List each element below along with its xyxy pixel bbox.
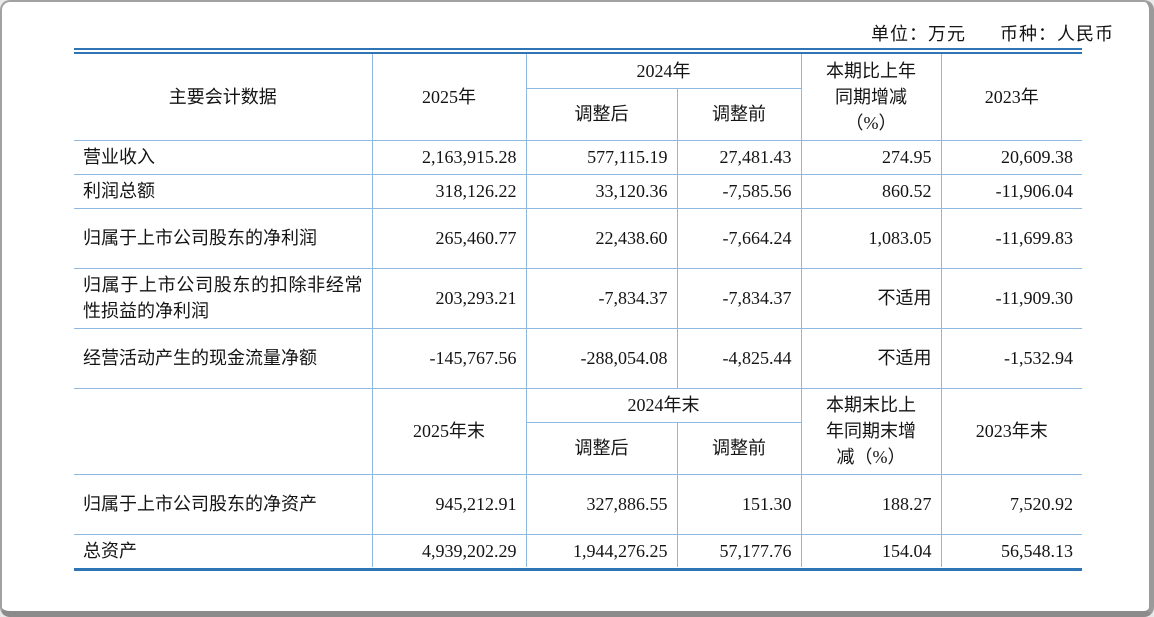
year-2024-group-header: 2024年	[525, 54, 802, 89]
value-cell: -7,834.37	[676, 267, 802, 329]
value-cell: 33,120.36	[525, 173, 678, 209]
value-cell: 265,460.77	[371, 207, 527, 269]
table-row: 营业收入 2,163,915.28 577,115.19 27,481.43 2…	[74, 139, 1082, 175]
value-cell: 7,520.92	[940, 473, 1082, 535]
key-accounting-data-table-wrap: 主要会计数据 2025年 2024年 本期比上年 同期增减 （%） 2023年 …	[74, 48, 1082, 571]
table-row: 总资产 4,939,202.29 1,944,276.25 57,177.76 …	[74, 533, 1082, 567]
value-cell: 203,293.21	[371, 267, 527, 329]
row-label-cell: 归属于上市公司股东的净资产	[74, 473, 373, 535]
table-row: 归属于上市公司股东的净利润 265,460.77 22,438.60 -7,66…	[74, 207, 1082, 269]
value-cell: -7,834.37	[525, 267, 678, 329]
value-cell: 327,886.55	[525, 473, 678, 535]
metric-column-header: 主要会计数据	[74, 54, 373, 141]
row-label-cell: 营业收入	[74, 139, 373, 175]
value-cell: 151.30	[676, 473, 802, 535]
currency-label: 币种：人民币	[1000, 24, 1114, 44]
value-cell: 不适用	[800, 267, 942, 329]
value-cell: 不适用	[800, 327, 942, 389]
value-cell: 4,939,202.29	[371, 533, 527, 567]
value-cell: 1,083.05	[800, 207, 942, 269]
table-row: 归属于上市公司股东的净资产 945,212.91 327,886.55 151.…	[74, 473, 1082, 535]
value-cell: 1,944,276.25	[525, 533, 678, 567]
adjusted-before-header: 调整前	[676, 421, 802, 475]
value-cell: 2,163,915.28	[371, 139, 527, 175]
value-cell: -11,699.83	[940, 207, 1082, 269]
value-cell: -288,054.08	[525, 327, 678, 389]
value-cell: 188.27	[800, 473, 942, 535]
end-2024-group-header: 2024年末	[525, 387, 802, 423]
value-cell: 945,212.91	[371, 473, 527, 535]
value-cell: -7,664.24	[676, 207, 802, 269]
row-label-cell: 归属于上市公司股东的净利润	[74, 207, 373, 269]
unit-label: 单位：万元	[871, 24, 966, 44]
year-2025-header: 2025年	[371, 54, 527, 141]
value-cell: 20,609.38	[940, 139, 1082, 175]
value-cell: -1,532.94	[940, 327, 1082, 389]
end-2025-header: 2025年末	[371, 387, 527, 475]
unit-currency-line: 单位：万元 币种：人民币	[74, 20, 1114, 46]
value-cell: 22,438.60	[525, 207, 678, 269]
value-cell: -4,825.44	[676, 327, 802, 389]
value-cell: 577,115.19	[525, 139, 678, 175]
value-cell: -145,767.56	[371, 327, 527, 389]
metric-column-header-blank	[74, 387, 373, 475]
value-cell: 860.52	[800, 173, 942, 209]
row-label-cell: 利润总额	[74, 173, 373, 209]
row-label-cell: 经营活动产生的现金流量净额	[74, 327, 373, 389]
end-2023-header: 2023年末	[940, 387, 1082, 475]
value-cell: -7,585.56	[676, 173, 802, 209]
value-cell: -11,909.30	[940, 267, 1082, 329]
value-cell: 318,126.22	[371, 173, 527, 209]
value-cell: 56,548.13	[940, 533, 1082, 567]
table-row: 归属于上市公司股东的扣除非经常性损益的净利润 203,293.21 -7,834…	[74, 267, 1082, 329]
change-vs-prior-period-end-header: 本期末比上 年同期末增 减（%）	[800, 387, 942, 475]
value-cell: 57,177.76	[676, 533, 802, 567]
table-row: 利润总额 318,126.22 33,120.36 -7,585.56 860.…	[74, 173, 1082, 209]
value-cell: 27,481.43	[676, 139, 802, 175]
year-2023-header: 2023年	[940, 54, 1082, 141]
change-vs-prior-period-header: 本期比上年 同期增减 （%）	[800, 54, 942, 141]
row-label-cell: 总资产	[74, 533, 373, 567]
adjusted-before-header: 调整前	[676, 87, 802, 141]
key-accounting-data-table: 主要会计数据 2025年 2024年 本期比上年 同期增减 （%） 2023年 …	[74, 54, 1082, 567]
value-cell: 274.95	[800, 139, 942, 175]
adjusted-after-header: 调整后	[525, 87, 678, 141]
table-row: 经营活动产生的现金流量净额 -145,767.56 -288,054.08 -4…	[74, 327, 1082, 389]
value-cell: 154.04	[800, 533, 942, 567]
adjusted-after-header: 调整后	[525, 421, 678, 475]
row-label-cell: 归属于上市公司股东的扣除非经常性损益的净利润	[74, 267, 373, 329]
value-cell: -11,906.04	[940, 173, 1082, 209]
